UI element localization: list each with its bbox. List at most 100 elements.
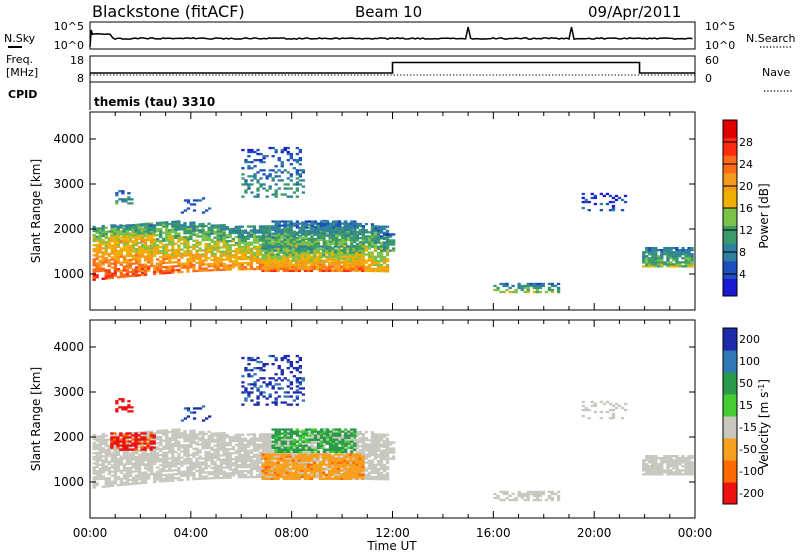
velocity-cell — [198, 437, 202, 440]
power-cell — [165, 271, 169, 275]
velocity-cell — [143, 430, 148, 434]
power-cell — [286, 235, 290, 238]
power-cell — [654, 247, 658, 250]
power-cell — [165, 233, 169, 236]
power-cell — [165, 231, 169, 234]
power-cell — [329, 240, 333, 243]
velocity-cell — [219, 436, 223, 439]
power-cell — [687, 257, 691, 260]
power-cell — [690, 253, 694, 256]
power-cell — [101, 235, 105, 238]
power-cell — [92, 225, 96, 229]
velocity-cell — [261, 445, 266, 448]
power-cell — [134, 262, 139, 265]
power-cell — [198, 199, 203, 202]
power-cell — [159, 227, 163, 231]
power-cell — [134, 252, 139, 255]
power-cell — [95, 274, 99, 277]
velocity-cell — [334, 430, 338, 433]
power-cell — [222, 246, 226, 249]
velocity-cell — [222, 470, 226, 473]
power-cell — [219, 268, 223, 271]
power-cell — [95, 227, 99, 230]
power-cell — [620, 198, 625, 202]
power-cell — [277, 233, 281, 236]
power-cell — [168, 229, 172, 232]
velocity-cell — [216, 438, 220, 441]
power-cell — [262, 157, 266, 160]
power-cell — [289, 157, 293, 160]
velocity-cell — [143, 465, 148, 468]
power-cell — [231, 264, 235, 267]
velocity-cell — [153, 438, 157, 441]
velocity-cell — [228, 442, 232, 445]
power-cell — [213, 224, 217, 227]
power-cell — [234, 241, 238, 245]
velocity-cell — [131, 440, 136, 443]
power-cell — [146, 234, 150, 237]
velocity-cell — [364, 443, 369, 446]
power-cell — [113, 239, 117, 243]
power-cell — [140, 224, 144, 227]
power-cell — [310, 227, 314, 230]
velocity-cell — [207, 434, 211, 437]
velocity-cell — [119, 461, 123, 464]
velocity-cell — [376, 439, 381, 442]
power-cell — [107, 274, 111, 278]
power-cell — [270, 247, 274, 250]
power-cell — [373, 243, 378, 246]
power-cell — [140, 273, 145, 277]
velocity-cell — [228, 462, 232, 465]
power-cell — [204, 257, 208, 260]
velocity-cell — [159, 472, 163, 475]
power-cell — [370, 229, 375, 232]
power-cell — [261, 235, 266, 238]
power-cell — [352, 267, 356, 270]
power-cell — [104, 248, 108, 252]
power-cell — [337, 230, 341, 233]
power-cell — [310, 242, 315, 245]
power-cell — [192, 257, 196, 261]
power-cell — [192, 239, 196, 242]
velocity-cell — [153, 456, 157, 459]
power-cell — [315, 255, 320, 258]
power-cell — [222, 242, 226, 245]
power-cell — [101, 267, 105, 270]
power-cell — [268, 231, 272, 234]
power-cell — [346, 248, 350, 252]
power-cell — [385, 245, 390, 248]
velocity-cell — [255, 455, 260, 458]
velocity-cell — [313, 451, 317, 455]
power-cell — [385, 258, 390, 261]
power-cell — [92, 274, 96, 277]
velocity-cell — [268, 433, 272, 436]
power-cell — [210, 258, 214, 262]
velocity-cell — [98, 471, 102, 474]
velocity-cell — [134, 480, 139, 483]
power-cell — [280, 193, 284, 196]
power-cell — [168, 237, 172, 240]
power-cell — [153, 224, 157, 227]
velocity-cell — [159, 478, 163, 481]
power-cell — [306, 265, 311, 268]
velocity-cell — [177, 462, 181, 466]
velocity-cell — [140, 455, 145, 458]
power-cell — [364, 265, 369, 268]
power-cell — [95, 249, 99, 253]
power-cell — [286, 227, 290, 230]
freq-tick-top-right: 60 — [705, 54, 719, 67]
power-cell — [298, 179, 302, 182]
velocity-cell — [382, 439, 387, 442]
velocity-cell — [255, 463, 260, 466]
power-cell — [385, 251, 390, 255]
power-cell — [198, 259, 202, 262]
power-cell — [189, 264, 193, 267]
velocity-cell — [228, 458, 232, 461]
power-cell — [150, 230, 154, 233]
power-cell — [246, 251, 251, 255]
power-cell — [162, 255, 166, 259]
power-cell — [137, 226, 141, 229]
velocity-cell — [156, 431, 160, 435]
power-cell — [210, 254, 214, 258]
power-cell — [110, 246, 114, 249]
